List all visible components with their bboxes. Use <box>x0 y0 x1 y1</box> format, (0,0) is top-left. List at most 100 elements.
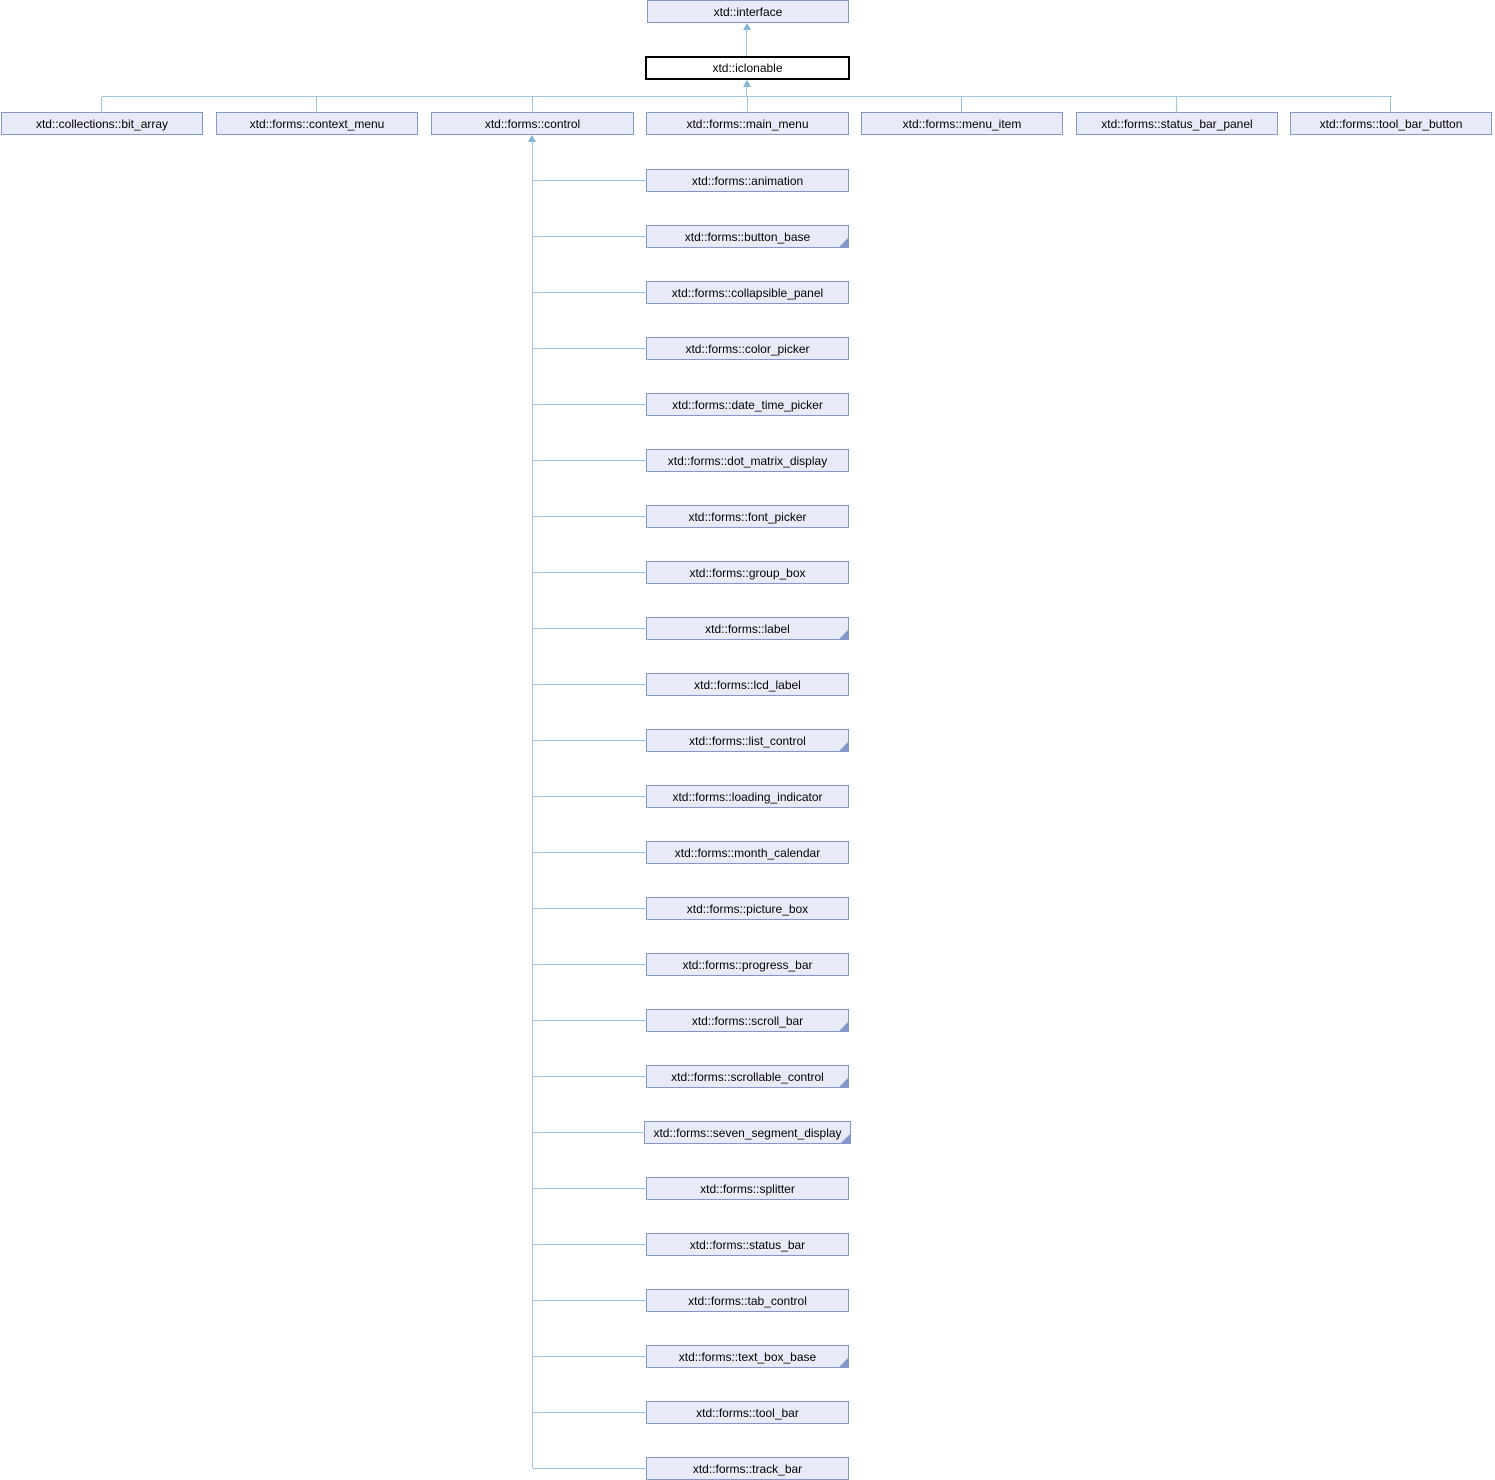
node-xtd-forms-color-picker[interactable]: xtd::forms::color_picker <box>533 337 849 360</box>
class-label: xtd::forms::list_control <box>689 733 806 748</box>
class-label: xtd::forms::main_menu <box>686 116 809 131</box>
node-xtd-forms-loading-indicator[interactable]: xtd::forms::loading_indicator <box>533 785 849 808</box>
class-label: xtd::forms::scroll_bar <box>691 1013 804 1028</box>
class-label: xtd::forms::seven_segment_display <box>653 1125 842 1140</box>
node-xtd-forms-scrollable-control[interactable]: xtd::forms::scrollable_control <box>533 1065 849 1088</box>
node-xtd-forms-status-bar[interactable]: xtd::forms::status_bar <box>533 1233 849 1256</box>
inheritance-edge <box>533 516 647 517</box>
node-xtd-forms-control[interactable]: xtd::forms::control <box>431 97 634 135</box>
node-xtd-forms-seven-segment-display[interactable]: xtd::forms::seven_segment_display <box>533 1121 851 1144</box>
class-label: xtd::forms::status_bar_panel <box>1101 116 1253 131</box>
node-xtd-forms-collapsible-panel[interactable]: xtd::forms::collapsible_panel <box>533 281 849 304</box>
inheritance-edge <box>533 852 647 853</box>
inheritance-edge <box>533 572 647 573</box>
class-label: xtd::forms::loading_indicator <box>672 789 823 804</box>
class-label: xtd::forms::tab_control <box>688 1293 807 1308</box>
inheritance-arrow-icon <box>528 135 536 142</box>
class-label: xtd::forms::tool_bar_button <box>1319 116 1463 131</box>
has-subclasses-fold-icon <box>841 1134 850 1143</box>
inheritance-edge <box>533 1076 647 1077</box>
class-label: xtd::forms::group_box <box>689 565 806 580</box>
class-label: xtd::forms::label <box>705 621 790 636</box>
inheritance-edge <box>533 628 647 629</box>
inheritance-edge <box>533 348 647 349</box>
node-xtd-forms-tab-control[interactable]: xtd::forms::tab_control <box>533 1289 849 1312</box>
node-xtd-iclonable: xtd::iclonable <box>645 56 850 80</box>
has-subclasses-fold-icon <box>839 238 848 247</box>
inheritance-edge <box>533 1412 647 1413</box>
class-label: xtd::forms::context_menu <box>249 116 385 131</box>
node-xtd-forms-date-time-picker[interactable]: xtd::forms::date_time_picker <box>533 393 849 416</box>
inheritance-edge <box>532 140 533 1468</box>
node-xtd-forms-tool-bar[interactable]: xtd::forms::tool_bar <box>533 1401 849 1424</box>
inheritance-edge <box>533 1300 647 1301</box>
class-label: xtd::interface <box>713 4 783 19</box>
inheritance-edge <box>533 180 647 181</box>
inheritance-edge <box>533 404 647 405</box>
class-label: xtd::forms::button_base <box>684 229 811 244</box>
class-label: xtd::forms::dot_matrix_display <box>667 453 828 468</box>
inheritance-edge <box>533 1244 647 1245</box>
inheritance-arrow-icon <box>743 23 751 30</box>
class-label: xtd::forms::animation <box>691 173 804 188</box>
node-xtd-forms-animation[interactable]: xtd::forms::animation <box>533 169 849 192</box>
has-subclasses-fold-icon <box>839 630 848 639</box>
class-label: xtd::forms::scrollable_control <box>671 1069 824 1084</box>
node-xtd-interface[interactable]: xtd::interface <box>647 0 849 23</box>
inheritance-edge <box>533 1020 647 1021</box>
inheritance-edge <box>533 1356 647 1357</box>
node-xtd-forms-track-bar[interactable]: xtd::forms::track_bar <box>533 1457 849 1480</box>
inheritance-edge <box>531 97 533 113</box>
node-xtd-forms-menu-item[interactable]: xtd::forms::menu_item <box>861 97 1063 135</box>
node-xtd-forms-dot-matrix-display[interactable]: xtd::forms::dot_matrix_display <box>533 449 849 472</box>
class-label: xtd::forms::color_picker <box>685 341 810 356</box>
node-xtd-forms-font-picker[interactable]: xtd::forms::font_picker <box>533 505 849 528</box>
inheritance-edge <box>533 1132 645 1133</box>
inheritance-edge <box>1176 97 1177 113</box>
node-xtd-forms-splitter[interactable]: xtd::forms::splitter <box>533 1177 849 1200</box>
inheritance-edge <box>533 908 647 909</box>
inheritance-edge <box>101 97 102 113</box>
node-xtd-forms-list-control[interactable]: xtd::forms::list_control <box>533 729 849 752</box>
class-label: xtd::forms::month_calendar <box>674 845 821 860</box>
inheritance-edge <box>961 97 962 113</box>
node-xtd-forms-group-box[interactable]: xtd::forms::group_box <box>533 561 849 584</box>
node-xtd-forms-tool-bar-button[interactable]: xtd::forms::tool_bar_button <box>1290 97 1492 135</box>
inheritance-edge <box>533 684 647 685</box>
has-subclasses-fold-icon <box>839 742 848 751</box>
has-subclasses-fold-icon <box>839 1078 848 1087</box>
node-xtd-forms-status-bar-panel[interactable]: xtd::forms::status_bar_panel <box>1076 97 1278 135</box>
inheritance-edge <box>533 1188 647 1189</box>
node-xtd-forms-context-menu[interactable]: xtd::forms::context_menu <box>216 97 418 135</box>
class-label: xtd::collections::bit_array <box>35 116 169 131</box>
node-xtd-forms-text-box-base[interactable]: xtd::forms::text_box_base <box>533 1345 849 1368</box>
inheritance-arrow-icon <box>743 80 751 87</box>
class-label: xtd::forms::text_box_base <box>678 1349 817 1364</box>
has-subclasses-fold-icon <box>839 1358 848 1367</box>
class-label: xtd::forms::status_bar <box>689 1237 806 1252</box>
inheritance-edge <box>533 236 647 237</box>
inheritance-edge <box>533 292 647 293</box>
inheritance-edge <box>533 740 647 741</box>
class-label: xtd::forms::menu_item <box>902 116 1022 131</box>
node-xtd-forms-scroll-bar[interactable]: xtd::forms::scroll_bar <box>533 1009 849 1032</box>
inheritance-edge <box>533 460 647 461</box>
class-label: xtd::forms::lcd_label <box>694 677 801 692</box>
class-label: xtd::iclonable <box>712 61 783 75</box>
node-xtd-forms-main-menu[interactable]: xtd::forms::main_menu <box>646 97 849 135</box>
node-xtd-forms-label[interactable]: xtd::forms::label <box>533 617 849 640</box>
node-xtd-forms-progress-bar[interactable]: xtd::forms::progress_bar <box>533 953 849 976</box>
class-label: xtd::forms::track_bar <box>692 1461 803 1476</box>
node-xtd-forms-month-calendar[interactable]: xtd::forms::month_calendar <box>533 841 849 864</box>
node-xtd-forms-picture-box[interactable]: xtd::forms::picture_box <box>533 897 849 920</box>
has-subclasses-fold-icon <box>839 1022 848 1031</box>
class-label: xtd::forms::date_time_picker <box>672 397 823 412</box>
node-xtd-collections-bit-array[interactable]: xtd::collections::bit_array <box>1 97 203 135</box>
node-xtd-forms-lcd-label[interactable]: xtd::forms::lcd_label <box>533 673 849 696</box>
class-label: xtd::forms::tool_bar <box>696 1405 799 1420</box>
inheritance-edge <box>102 96 1392 97</box>
inheritance-edge <box>746 97 748 113</box>
inheritance-edge <box>533 1468 647 1469</box>
node-xtd-forms-button-base[interactable]: xtd::forms::button_base <box>533 225 849 248</box>
